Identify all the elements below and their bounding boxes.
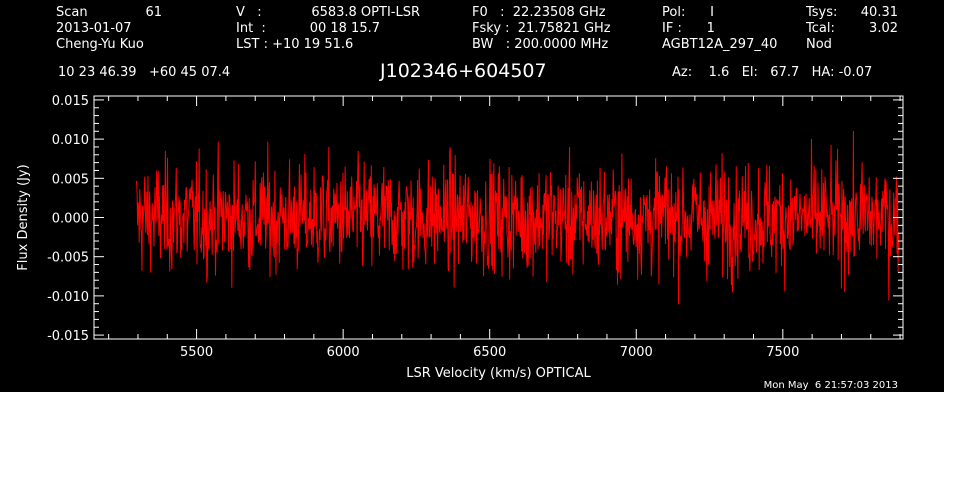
header-tsys-value: 40.31 bbox=[860, 5, 898, 20]
source-name: J102346+604507 bbox=[380, 60, 547, 82]
header-scan-number: 61 bbox=[145, 5, 162, 20]
y-axis-label: Flux Density (Jy) bbox=[16, 164, 31, 270]
header-date: 2013-01-07 bbox=[56, 21, 132, 36]
plot-panel: Scan 61 2013-01-07 Cheng-Yu Kuo V : 6583… bbox=[0, 0, 944, 392]
y-tick-label: 0.010 bbox=[52, 133, 89, 148]
header-int-value: 00 18 15.7 bbox=[309, 21, 380, 36]
header-velocity-label: V : bbox=[236, 5, 262, 20]
header-bw: BW : 200.0000 MHz bbox=[472, 37, 609, 52]
header-tcal-value: 3.02 bbox=[869, 21, 898, 36]
y-tick-label: 0.005 bbox=[52, 172, 89, 187]
y-tick-label: -0.005 bbox=[47, 251, 89, 266]
x-tick-label: 7000 bbox=[620, 345, 653, 360]
header-az-el-ha: Az: 1.6 El: 67.7 HA: -0.07 bbox=[672, 65, 873, 80]
x-tick-label: 7500 bbox=[766, 345, 799, 360]
plot-timestamp: Mon May 6 21:57:03 2013 bbox=[763, 380, 898, 391]
header-project: AGBT12A_297_40 bbox=[662, 37, 778, 52]
x-tick-label: 5500 bbox=[180, 345, 213, 360]
spectrum-series-line bbox=[136, 130, 900, 305]
header-lst: LST : +10 19 51.6 bbox=[236, 37, 354, 52]
header-coordinates: 10 23 46.39 +60 45 07.4 bbox=[58, 65, 231, 80]
spectrum-chart: 5500 6000 6500 7000 7500 -0.015 -0.010 -0.005 0.… bbox=[16, 94, 904, 381]
header-observer: Cheng-Yu Kuo bbox=[56, 37, 144, 52]
x-axis-label: LSR Velocity (km/s) OPTICAL bbox=[406, 366, 591, 381]
x-tick-label: 6000 bbox=[327, 345, 360, 360]
header-if: IF : 1 bbox=[662, 21, 715, 36]
header-f0: F0 : 22.23508 GHz bbox=[472, 5, 606, 20]
header-fsky: Fsky : 21.75821 GHz bbox=[472, 21, 611, 36]
header-scan-label: Scan bbox=[56, 5, 88, 20]
y-tick-label: -0.015 bbox=[47, 329, 89, 344]
y-tick-label: 0.000 bbox=[52, 212, 89, 227]
header-mode: Nod bbox=[806, 37, 832, 52]
header-int-label: Int : bbox=[236, 21, 266, 36]
header-tcal-label: Tcal: bbox=[806, 21, 835, 36]
header-tsys-label: Tsys: bbox=[806, 5, 838, 20]
y-tick-label: -0.010 bbox=[47, 290, 89, 305]
header-pol: Pol: I bbox=[662, 5, 714, 20]
header-velocity-value: 6583.8 OPTI-LSR bbox=[311, 5, 420, 20]
y-tick-label: 0.015 bbox=[52, 94, 89, 109]
x-tick-label: 6500 bbox=[473, 345, 506, 360]
